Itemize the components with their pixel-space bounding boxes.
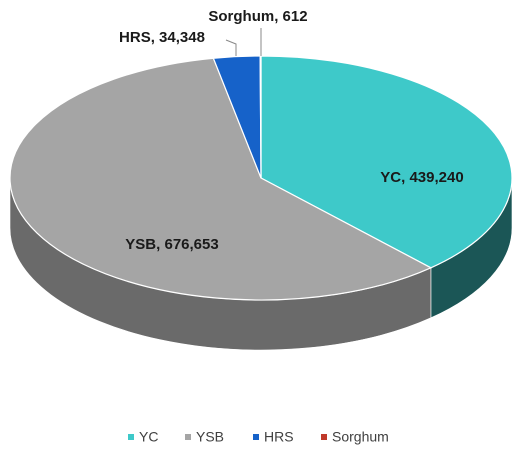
leader-line	[225, 39, 237, 56]
data-label: YC, 439,240	[380, 169, 463, 186]
legend: YC YSB HRS Sorghum	[128, 429, 389, 445]
legend-label: YSB	[196, 429, 224, 445]
legend-swatch	[321, 434, 327, 440]
slice	[9, 57, 433, 301]
data-label: HRS, 34,348	[119, 29, 205, 46]
data-labels: YC, 439,240 YSB, 676,653 HRS, 34,348Sorghu…	[119, 8, 464, 253]
legend-label: YC	[139, 429, 158, 445]
legend-label: HRS	[264, 429, 294, 445]
data-label: YSB, 676,653	[125, 236, 218, 253]
legend-swatch	[128, 434, 134, 440]
slice	[260, 55, 513, 269]
legend-label: Sorghum	[332, 429, 389, 445]
slice	[259, 55, 262, 179]
legend-swatch	[253, 434, 259, 440]
data-label: Sorghum, 612	[208, 8, 307, 25]
legend-swatch	[185, 434, 191, 440]
pie-tops	[9, 55, 513, 301]
